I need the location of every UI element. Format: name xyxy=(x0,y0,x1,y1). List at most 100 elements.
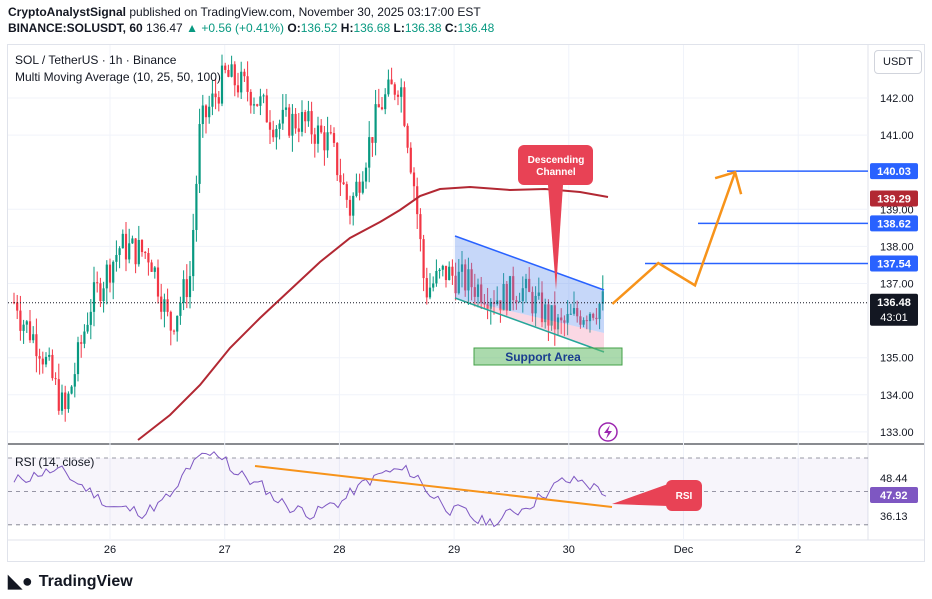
price-tick-label: 141.00 xyxy=(880,130,914,142)
channel-top-line xyxy=(454,235,605,291)
candle-body xyxy=(227,69,230,77)
time-tick-label: 28 xyxy=(333,544,345,556)
candle-body xyxy=(467,269,470,291)
candle-body xyxy=(560,317,563,321)
current-price-tag[interactable] xyxy=(870,293,918,326)
rsi-band-fill xyxy=(8,458,868,525)
time-tick-label: 27 xyxy=(219,544,231,556)
candle-body xyxy=(179,303,182,316)
candle-body xyxy=(54,378,57,380)
candle-body xyxy=(83,331,86,344)
moving-average-line xyxy=(137,185,609,441)
candle-body xyxy=(25,321,28,325)
candle-body xyxy=(156,267,160,297)
price-tick-label: 137.00 xyxy=(880,279,914,291)
candle-body xyxy=(294,113,297,129)
candle-body xyxy=(118,248,121,255)
symbol: BINANCE:SOLUSDT, 60 xyxy=(8,21,143,35)
candle-body xyxy=(307,111,310,122)
candle-body xyxy=(480,284,483,303)
candle-body xyxy=(419,214,422,240)
candle-body xyxy=(128,243,131,260)
candle-body xyxy=(262,95,265,97)
candle-body xyxy=(422,239,425,279)
candle-body xyxy=(582,320,585,325)
candle-body xyxy=(304,112,307,122)
time-tick-label: 30 xyxy=(563,544,575,556)
candle-body xyxy=(435,270,438,284)
up-triangle-icon: ▲ xyxy=(186,21,198,35)
candle-body xyxy=(313,134,316,144)
close-label: C: xyxy=(444,21,458,35)
candle-body xyxy=(403,87,406,126)
price-label-tag[interactable] xyxy=(870,255,918,272)
candle-body xyxy=(528,278,531,292)
candle-body xyxy=(153,267,156,272)
price-label-tag[interactable] xyxy=(870,190,918,207)
candle-body xyxy=(329,132,332,134)
price-label-text: 137.54 xyxy=(877,258,912,270)
candle-body xyxy=(316,125,320,144)
candle-body xyxy=(41,358,44,365)
candle-body xyxy=(291,113,294,136)
candle-body xyxy=(166,299,169,312)
candle-body xyxy=(438,269,441,271)
candle-body xyxy=(457,271,460,294)
author[interactable]: CryptoAnalystSignal xyxy=(8,5,127,19)
candle-body xyxy=(281,109,284,124)
candle-body xyxy=(224,65,227,70)
candle-body xyxy=(115,254,118,262)
rsi-callout-pointer xyxy=(612,484,668,506)
candle-body xyxy=(300,112,304,132)
candle-body xyxy=(284,107,288,110)
chart-legend-title[interactable]: SOL / TetherUS · 1h · Binance xyxy=(15,53,177,67)
chart-legend-indicator[interactable]: Multi Moving Average (10, 25, 50, 100) xyxy=(15,70,221,84)
candle-body xyxy=(566,314,569,323)
channel-callout-box[interactable] xyxy=(518,145,593,185)
candle-body xyxy=(368,137,371,168)
low-label: L: xyxy=(393,21,405,35)
candle-body xyxy=(169,311,172,331)
rsi-value-tag[interactable] xyxy=(870,487,918,503)
candle-body xyxy=(428,287,432,298)
candle-body xyxy=(576,308,579,317)
price-label-tag[interactable] xyxy=(870,215,918,232)
price-label-tag[interactable] xyxy=(870,163,918,180)
candle-body xyxy=(326,132,329,151)
candle-body xyxy=(310,111,313,135)
rsi-callout-box[interactable] xyxy=(666,480,702,511)
candle-body xyxy=(451,266,454,276)
price-tick-label: 138.00 xyxy=(880,241,914,253)
candle-body xyxy=(377,104,380,108)
channel-callout-label: Descending xyxy=(528,155,585,166)
brand-name: TradingView xyxy=(38,572,133,590)
time-tick-label: 2 xyxy=(795,544,801,556)
rsi-axis-label: 48.44 xyxy=(880,473,908,485)
candle-body xyxy=(400,87,403,97)
support-area-label: Support Area xyxy=(505,350,581,364)
support-area-box[interactable] xyxy=(473,347,623,366)
candle-body xyxy=(521,288,524,302)
candle-body xyxy=(336,142,339,176)
candle-body xyxy=(137,240,140,265)
candle-body xyxy=(195,183,198,230)
candle-body xyxy=(595,317,598,320)
candle-body xyxy=(489,302,492,309)
price-tick-label: 135.00 xyxy=(880,353,914,365)
candle-body xyxy=(230,64,233,77)
candle-body xyxy=(134,238,137,265)
chart-frame[interactable] xyxy=(7,44,925,562)
currency-button[interactable]: USDT xyxy=(874,50,922,74)
candle-body xyxy=(220,65,224,104)
candle-body xyxy=(553,305,556,330)
candle-body xyxy=(92,282,96,312)
rsi-legend[interactable]: RSI (14, close) xyxy=(15,455,95,469)
candle-body xyxy=(579,316,582,325)
footer-brand[interactable]: ◣● TradingView xyxy=(8,571,133,592)
price-tick-label: 142.00 xyxy=(880,93,914,105)
price-change: +0.56 (+0.41%) xyxy=(201,21,285,35)
candle-body xyxy=(99,283,102,302)
candle-body xyxy=(544,304,547,323)
candle-body xyxy=(534,295,537,314)
